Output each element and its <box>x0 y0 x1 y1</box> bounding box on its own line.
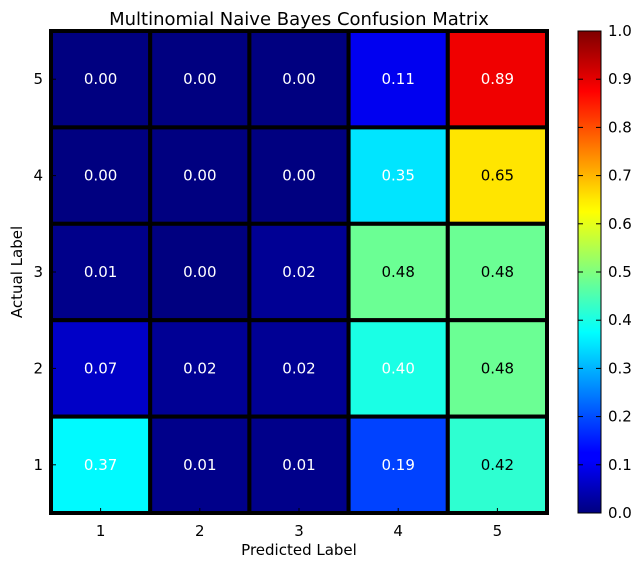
y-tick-label-4: 4 <box>33 167 43 185</box>
cell-label-actual-2-predicted-3: 0.02 <box>282 359 315 377</box>
colorbar-tick-label-0.3: 0.3 <box>608 359 632 377</box>
heatmap-cell-actual-2-predicted-5 <box>445 318 549 419</box>
heatmap-cell-actual-3-predicted-4 <box>346 221 450 323</box>
colorbar-tick-label-0.4: 0.4 <box>608 311 632 329</box>
x-tick-label-2: 2 <box>195 522 205 540</box>
cell-label-actual-3-predicted-5: 0.48 <box>481 263 514 281</box>
colorbar-ticks: 0.0 0.1 0.2 0.3 0.4 0.5 0.6 0.7 0.8 0.9 1.0 <box>578 22 632 522</box>
heatmap-cell-actual-3-predicted-2 <box>148 221 252 323</box>
cell-label-actual-1-predicted-3: 0.01 <box>282 456 315 474</box>
heatmap-cell-labels: 0.00 0.00 0.00 0.11 0.89 0.00 0.00 0.00 0.35 0.65… <box>84 70 514 474</box>
cell-label-actual-5-predicted-3: 0.00 <box>282 70 315 88</box>
cell-label-actual-2-predicted-2: 0.02 <box>183 359 216 377</box>
heatmap-cell-actual-1-predicted-3 <box>247 414 351 516</box>
cell-label-actual-2-predicted-5: 0.48 <box>481 359 514 377</box>
colorbar-tick-label-0.0: 0.0 <box>608 504 632 522</box>
y-tick-label-3: 3 <box>33 263 43 281</box>
heatmap-cell-actual-2-predicted-2 <box>148 318 252 419</box>
cell-label-actual-4-predicted-1: 0.00 <box>84 167 117 185</box>
cell-label-actual-3-predicted-2: 0.00 <box>183 263 216 281</box>
y-axis-label: Actual Label <box>8 226 26 318</box>
cell-label-actual-4-predicted-2: 0.00 <box>183 167 216 185</box>
x-tick-label-4: 4 <box>393 522 403 540</box>
cell-label-actual-4-predicted-5: 0.65 <box>481 167 514 185</box>
cell-label-actual-5-predicted-2: 0.00 <box>183 70 216 88</box>
cell-label-actual-1-predicted-1: 0.37 <box>84 456 117 474</box>
cell-label-actual-1-predicted-2: 0.01 <box>183 456 216 474</box>
cell-label-actual-2-predicted-4: 0.40 <box>381 359 414 377</box>
x-tick-label-3: 3 <box>294 522 304 540</box>
x-axis-label: Predicted Label <box>241 541 357 559</box>
y-tick-label-5: 5 <box>33 70 43 88</box>
cell-label-actual-2-predicted-1: 0.07 <box>84 359 117 377</box>
cell-label-actual-3-predicted-4: 0.48 <box>381 263 414 281</box>
x-tick-label-1: 1 <box>96 522 106 540</box>
cell-label-actual-3-predicted-1: 0.01 <box>84 263 117 281</box>
colorbar-tick-label-0.2: 0.2 <box>608 408 632 426</box>
colorbar-tick-label-0.6: 0.6 <box>608 215 632 233</box>
colorbar-tick-label-0.5: 0.5 <box>608 263 632 281</box>
colorbar-tick-label-1.0: 1.0 <box>608 22 632 40</box>
colorbar-tick-label-0.9: 0.9 <box>608 70 632 88</box>
y-axis-ticks: 5 4 3 2 1 <box>33 70 56 474</box>
cell-label-actual-4-predicted-3: 0.00 <box>282 167 315 185</box>
heatmap-cell-actual-4-predicted-3 <box>247 125 351 226</box>
colorbar-tick-label-0.7: 0.7 <box>608 167 632 185</box>
cell-label-actual-1-predicted-5: 0.42 <box>481 456 514 474</box>
chart-title: Multinomial Naive Bayes Confusion Matrix <box>109 9 489 30</box>
heatmap-cell-actual-4-predicted-5 <box>445 125 549 226</box>
heatmap-cell-actual-1-predicted-2 <box>148 414 252 516</box>
y-tick-label-1: 1 <box>33 456 43 474</box>
y-tick-label-2: 2 <box>33 359 43 377</box>
cell-label-actual-3-predicted-3: 0.02 <box>282 263 315 281</box>
cell-label-actual-5-predicted-1: 0.00 <box>84 70 117 88</box>
heatmap-cell-actual-2-predicted-4 <box>346 318 450 419</box>
cell-label-actual-4-predicted-4: 0.35 <box>381 167 414 185</box>
colorbar-tick-label-0.1: 0.1 <box>608 456 632 474</box>
x-tick-label-5: 5 <box>493 522 503 540</box>
colorbar-tick-label-0.8: 0.8 <box>608 118 632 136</box>
cell-label-actual-5-predicted-5: 0.89 <box>481 70 514 88</box>
x-axis-ticks: 1 2 3 4 5 <box>96 508 502 540</box>
cell-label-actual-1-predicted-4: 0.19 <box>381 456 414 474</box>
cell-label-actual-5-predicted-4: 0.11 <box>381 70 414 88</box>
